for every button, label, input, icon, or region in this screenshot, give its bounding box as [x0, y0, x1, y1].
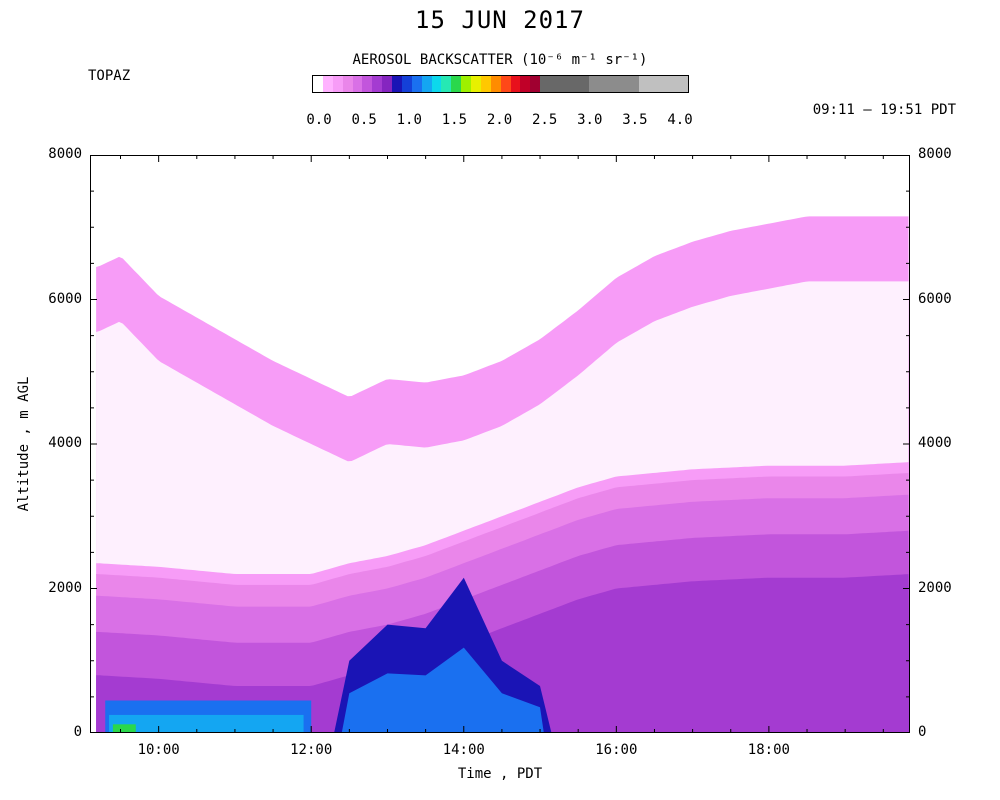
x-tick-label: 12:00 [290, 742, 333, 758]
y-tick-label: 6000 [48, 290, 82, 307]
colorbar-swatch [461, 76, 471, 92]
colorbar-swatch [342, 76, 353, 92]
colorbar-tick-label: 3.0 [577, 112, 603, 128]
colorbar-tick-label: 0.5 [351, 112, 377, 128]
y-tick-label-right: 6000 [918, 290, 952, 307]
x-axis-title: Time , PDT [457, 766, 543, 782]
colorbar-swatch [372, 76, 383, 92]
time-range-label: 09:11 – 19:51 PDT [812, 102, 956, 118]
colorbar-swatch [401, 76, 412, 92]
colorbar-swatch [313, 76, 323, 92]
colorbar-swatch [451, 76, 462, 92]
site-label: TOPAZ [88, 68, 131, 84]
colorbar-swatch [510, 76, 521, 92]
x-tick-label: 10:00 [137, 742, 180, 758]
colorbar-tick-label: 2.5 [531, 112, 558, 128]
colorbar-swatch [520, 76, 531, 92]
colorbar-swatch [441, 76, 452, 92]
colorbar-tick-label: 1.0 [396, 112, 422, 128]
y-tick-label-right: 0 [918, 724, 927, 740]
y-tick-label-right: 8000 [918, 146, 952, 162]
surface-layer [112, 724, 136, 733]
plot-area [90, 155, 910, 733]
colorbar-swatch [540, 76, 590, 92]
colorbar-swatch [322, 76, 333, 92]
colorbar-swatch [332, 76, 343, 92]
colorbar-swatch [500, 76, 511, 92]
colorbar-tick-label: 1.5 [441, 112, 468, 128]
colorbar-swatch [490, 76, 501, 92]
colorbar-title: AEROSOL BACKSCATTER (10⁻⁶ m⁻¹ sr⁻¹) [352, 52, 648, 68]
y-tick-label-right: 2000 [918, 579, 952, 596]
colorbar-swatch [411, 76, 422, 92]
colorbar-tick-label: 4.0 [667, 112, 693, 128]
y-tick-label: 4000 [48, 435, 82, 451]
y-tick-label-right: 4000 [918, 435, 952, 451]
x-tick-label: 14:00 [442, 742, 485, 758]
colorbar-swatch [362, 76, 373, 92]
x-tick-label: 16:00 [595, 742, 638, 758]
colorbar-swatch [392, 76, 402, 92]
chart-title: 15 JUN 2017 [415, 6, 585, 34]
colorbar-swatch [352, 76, 363, 92]
surface-layer [109, 714, 304, 733]
colorbar-swatch [421, 76, 432, 92]
x-tick-label: 18:00 [747, 742, 790, 758]
colorbar-tick-label: 0.0 [306, 112, 332, 128]
y-axis-title: Altitude , m AGL [16, 376, 32, 512]
colorbar-swatch [471, 76, 481, 92]
colorbar-swatch [530, 76, 541, 92]
y-tick-label: 0 [73, 724, 82, 740]
colorbar-swatch [431, 76, 442, 92]
colorbar-tick-label: 2.0 [486, 112, 513, 128]
colorbar-swatch [589, 76, 639, 92]
clean-air-region [96, 281, 909, 574]
aerosol-plume-core [341, 647, 544, 733]
y-tick-label: 2000 [48, 579, 82, 596]
mixed-layer-band [96, 574, 910, 733]
colorbar-tick-label: 3.5 [622, 112, 648, 128]
colorbar [312, 75, 689, 93]
y-tick-label: 8000 [48, 146, 82, 162]
colorbar-swatch [480, 76, 491, 92]
colorbar-swatch [382, 76, 392, 92]
colorbar-swatch [638, 76, 689, 92]
